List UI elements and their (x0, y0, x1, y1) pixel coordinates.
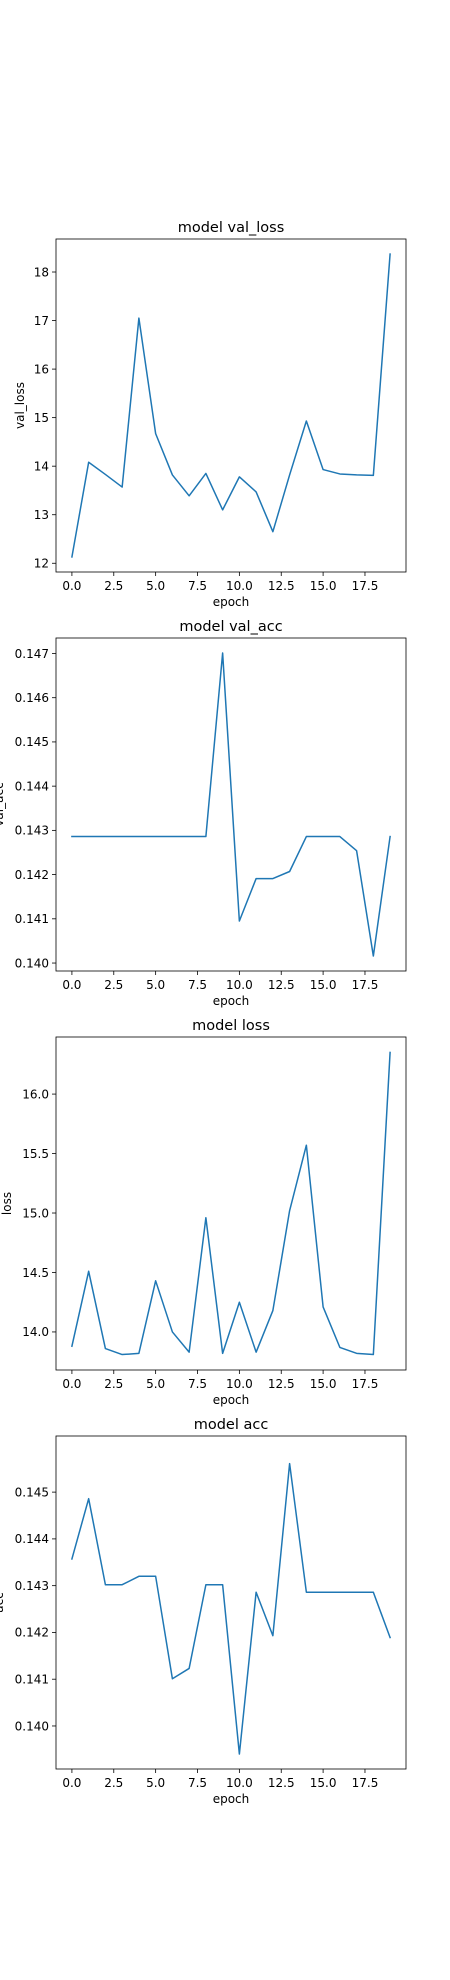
x-tick-label: 17.5 (352, 978, 379, 992)
x-tick-label: 7.5 (188, 579, 207, 593)
x-tick-label: 0.0 (62, 1776, 81, 1790)
x-tick-label: 12.5 (268, 978, 295, 992)
x-tick-label: 10.0 (226, 978, 253, 992)
x-tick-label: 2.5 (104, 579, 123, 593)
x-tick-label: 15.0 (310, 978, 337, 992)
y-axis-label: acc (0, 1592, 6, 1613)
y-tick-label: 14.5 (22, 1266, 49, 1280)
chart-title: model loss (192, 1018, 270, 1034)
chart-1: 0.0 2.5 5.0 7.5 10.0 12.5 15.0 17.5 0.140 0.141 0.… (0, 619, 407, 1008)
y-tick-label: 16 (34, 362, 49, 376)
chart-title: model acc (194, 1417, 269, 1433)
axes-frame (55, 637, 407, 972)
x-tick-label: 5.0 (146, 1377, 165, 1391)
series-line (71, 253, 391, 558)
y-tick-label: 13 (34, 508, 49, 522)
y-tick-label: 0.146 (15, 691, 49, 705)
y-tick-label: 0.147 (15, 647, 49, 661)
x-tick-label: 0.0 (62, 1377, 81, 1391)
x-tick-label: 2.5 (104, 1377, 123, 1391)
y-tick-label: 0.145 (15, 735, 49, 749)
y-tick-label: 0.140 (15, 1719, 49, 1733)
y-tick-label: 0.144 (15, 1532, 49, 1546)
x-tick-label: 5.0 (146, 579, 165, 593)
x-tick-label: 17.5 (352, 1776, 379, 1790)
y-tick-label: 14.0 (22, 1325, 49, 1339)
y-tick-label: 18 (34, 265, 49, 279)
x-tick-label: 10.0 (226, 579, 253, 593)
y-tick-label: 0.140 (15, 956, 49, 970)
axes-frame (55, 238, 407, 573)
x-tick-label: 5.0 (146, 978, 165, 992)
y-tick-label: 0.142 (15, 868, 49, 882)
y-tick-label: 15.0 (22, 1206, 49, 1220)
y-tick-label: 0.143 (15, 824, 49, 838)
series-line (71, 1051, 391, 1356)
y-tick-label: 0.145 (15, 1485, 49, 1499)
y-tick-label: 14 (34, 459, 49, 473)
x-axis-label: epoch (213, 994, 250, 1008)
axes-frame (55, 1036, 407, 1371)
x-tick-label: 17.5 (352, 579, 379, 593)
x-tick-label: 0.0 (62, 579, 81, 593)
x-tick-label: 12.5 (268, 1776, 295, 1790)
y-tick-label: 15 (34, 411, 49, 425)
y-axis-label: loss (0, 1192, 14, 1215)
series-line (70, 1462, 392, 1755)
y-tick-label: 12 (34, 557, 49, 571)
x-tick-label: 7.5 (188, 1377, 207, 1391)
series-line (71, 652, 391, 957)
y-tick-label: 15.5 (22, 1147, 49, 1161)
x-tick-label: 0.0 (62, 978, 81, 992)
x-tick-label: 15.0 (310, 1776, 337, 1790)
x-tick-label: 5.0 (146, 1776, 165, 1790)
x-tick-label: 15.0 (310, 1377, 337, 1391)
x-tick-label: 15.0 (310, 579, 337, 593)
x-tick-label: 12.5 (268, 1377, 295, 1391)
y-tick-label: 0.141 (15, 912, 49, 926)
x-axis-label: epoch (213, 1792, 250, 1806)
chart-0: 0.0 2.5 5.0 7.5 10.0 12.5 15.0 17.5 12 13 14 15 16 17… (13, 220, 407, 609)
y-tick-label: 0.142 (15, 1626, 49, 1640)
x-tick-label: 10.0 (226, 1776, 253, 1790)
x-tick-label: 7.5 (188, 1776, 207, 1790)
chart-title: model val_loss (178, 220, 285, 236)
x-axis-label: epoch (213, 1393, 250, 1407)
x-tick-label: 10.0 (226, 1377, 253, 1391)
x-tick-label: 2.5 (104, 1776, 123, 1790)
x-tick-label: 12.5 (268, 579, 295, 593)
x-tick-label: 17.5 (352, 1377, 379, 1391)
y-axis-label: val_acc (0, 782, 6, 826)
axes-frame (55, 1435, 407, 1770)
y-tick-label: 0.141 (15, 1673, 49, 1687)
y-tick-label: 0.144 (15, 779, 49, 793)
chart-3: 0.0 2.5 5.0 7.5 10.0 12.5 15.0 17.5 0.140 0.141 0.… (0, 1417, 407, 1806)
y-tick-label: 16.0 (22, 1087, 49, 1101)
chart-title: model val_acc (179, 619, 282, 635)
chart-2: 0.0 2.5 5.0 7.5 10.0 12.5 15.0 17.5 14.0 14.5 15.0… (0, 1018, 407, 1407)
x-axis-label: epoch (213, 595, 250, 609)
y-tick-label: 17 (34, 314, 49, 328)
x-tick-label: 7.5 (188, 978, 207, 992)
x-tick-label: 2.5 (104, 978, 123, 992)
y-axis-label: val_loss (13, 382, 27, 429)
y-tick-label: 0.143 (15, 1579, 49, 1593)
